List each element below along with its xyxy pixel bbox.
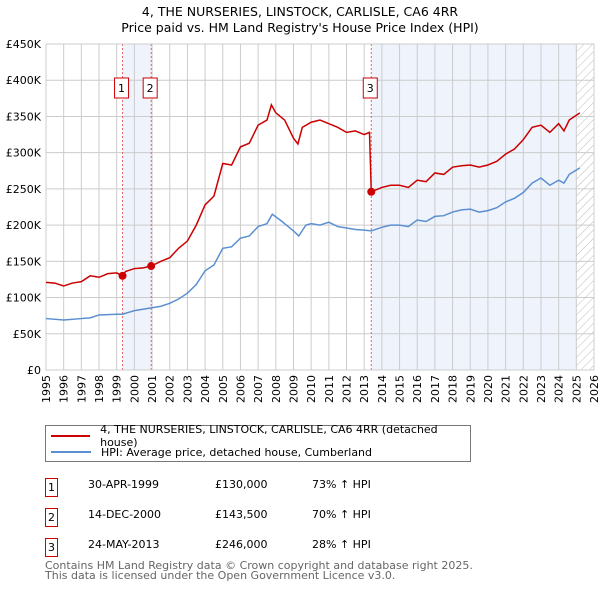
x-tick-label: 2014: [376, 375, 389, 403]
x-tick-label: 2020: [482, 375, 495, 403]
x-tick-label: 1995: [40, 375, 53, 403]
legend-label-hpi: HPI: Average price, detached house, Cumb…: [101, 445, 373, 459]
x-tick-label: 2026: [588, 375, 600, 403]
price-chart: 1995 1996 1997 1998 1999 2000 2001 2002 2003 2004…: [6, 38, 600, 403]
x-tick-label: 2015: [394, 375, 407, 403]
x-tick-label: 2024: [553, 375, 566, 403]
x-tick-label: 2007: [252, 375, 265, 403]
x-tick-label: 2017: [429, 375, 442, 403]
x-tick-label: 2025: [570, 375, 583, 403]
x-tick-label: 2005: [217, 375, 230, 403]
chart-subtitle: Price paid vs. HM Land Registry's House …: [121, 20, 479, 35]
sale-label: 2: [147, 82, 154, 95]
sale-hpi-diff: 70% ↑ HPI: [312, 508, 371, 521]
x-tick-label: 2001: [146, 375, 159, 403]
x-tick-label: 2013: [358, 375, 371, 403]
sale-price: £143,500: [215, 508, 268, 521]
sale-hpi-diff: 73% ↑ HPI: [312, 478, 371, 491]
x-tick-label: 2019: [464, 375, 477, 403]
y-tick-label: £250K: [6, 183, 42, 196]
x-tick-label: 2004: [199, 375, 212, 403]
sale-date: 14-DEC-2000: [88, 508, 162, 521]
x-tick-label: 1996: [58, 375, 71, 403]
footer-line-1: Contains HM Land Registry data © Crown c…: [45, 559, 473, 572]
x-tick-label: 2022: [517, 375, 530, 403]
sale-date: 24-MAY-2013: [88, 538, 160, 551]
y-tick-label: £350K: [6, 110, 42, 123]
y-tick-label: £200K: [6, 219, 42, 232]
y-tick-label: £150K: [6, 255, 42, 268]
x-tick-label: 2018: [447, 375, 460, 403]
plot-frame: [45, 43, 595, 371]
x-tick-label: 2011: [323, 375, 336, 403]
legend-swatch-hpi: [51, 451, 91, 453]
sale-label: 1: [118, 82, 125, 95]
sale-label: 3: [367, 82, 374, 95]
x-tick-label: 1999: [111, 375, 124, 403]
y-tick-label: £400K: [6, 74, 42, 87]
legend-swatch-property: [51, 435, 91, 437]
x-tick-label: 2003: [181, 375, 194, 403]
x-tick-label: 2002: [164, 375, 177, 403]
x-tick-label: 2006: [234, 375, 247, 403]
footer-line-2: This data is licensed under the Open Gov…: [45, 569, 396, 582]
x-tick-label: 2012: [341, 375, 354, 403]
sale-price: £130,000: [215, 478, 268, 491]
chart-title: 4, THE NURSERIES, LINSTOCK, CARLISLE, CA…: [141, 4, 459, 19]
footer: Contains HM Land Registry data © Crown c…: [45, 559, 473, 582]
sale-point: [367, 187, 376, 196]
y-tick-label: £0: [27, 364, 41, 377]
forecast-hatch: [576, 44, 594, 370]
sale-label-box: [142, 77, 158, 99]
x-tick-label: 2000: [128, 375, 141, 403]
property-price-line: [45, 102, 581, 287]
sale-hpi-diff: 28% ↑ HPI: [312, 538, 371, 551]
y-tick-label: £450K: [6, 38, 42, 51]
legend-label-property: 4, THE NURSERIES, LINSTOCK, CARLISLE, CA…: [100, 423, 438, 449]
x-tick-label: 2016: [411, 375, 424, 403]
shaded-region: [371, 44, 577, 370]
x-tick-label: 2008: [270, 375, 283, 403]
sale-marker-badge: 3: [45, 538, 58, 557]
hpi-line: [45, 167, 581, 321]
sale-row: 1 30-APR-1999 £130,000 73% ↑ HPI: [45, 475, 465, 497]
sale-point: [147, 262, 156, 271]
sale-marker-badge: 2: [45, 508, 58, 527]
sale-marker-badge: 1: [45, 478, 58, 497]
x-tick-label: 2010: [305, 375, 318, 403]
x-tick-label: 2009: [287, 375, 300, 403]
legend: 4, THE NURSERIES, LINSTOCK, CARLISLE, CA…: [45, 423, 471, 462]
sale-row: 3 24-MAY-2013 £246,000 28% ↑ HPI: [45, 535, 465, 557]
sale-row: 2 14-DEC-2000 £143,500 70% ↑ HPI: [45, 505, 465, 527]
sale-point: [118, 271, 127, 280]
x-tick-label: 2023: [535, 375, 548, 403]
x-tick-label: 2021: [500, 375, 513, 403]
y-tick-label: £50K: [13, 328, 42, 341]
x-tick-label: 1998: [93, 375, 106, 403]
sale-price: £246,000: [215, 538, 268, 551]
x-tick-label: 1997: [75, 375, 88, 403]
y-tick-label: £300K: [6, 147, 42, 160]
sale-label-box: [114, 77, 130, 99]
sale-label-box: [362, 77, 378, 99]
sale-date: 30-APR-1999: [88, 478, 160, 491]
y-tick-label: £100K: [6, 292, 42, 305]
